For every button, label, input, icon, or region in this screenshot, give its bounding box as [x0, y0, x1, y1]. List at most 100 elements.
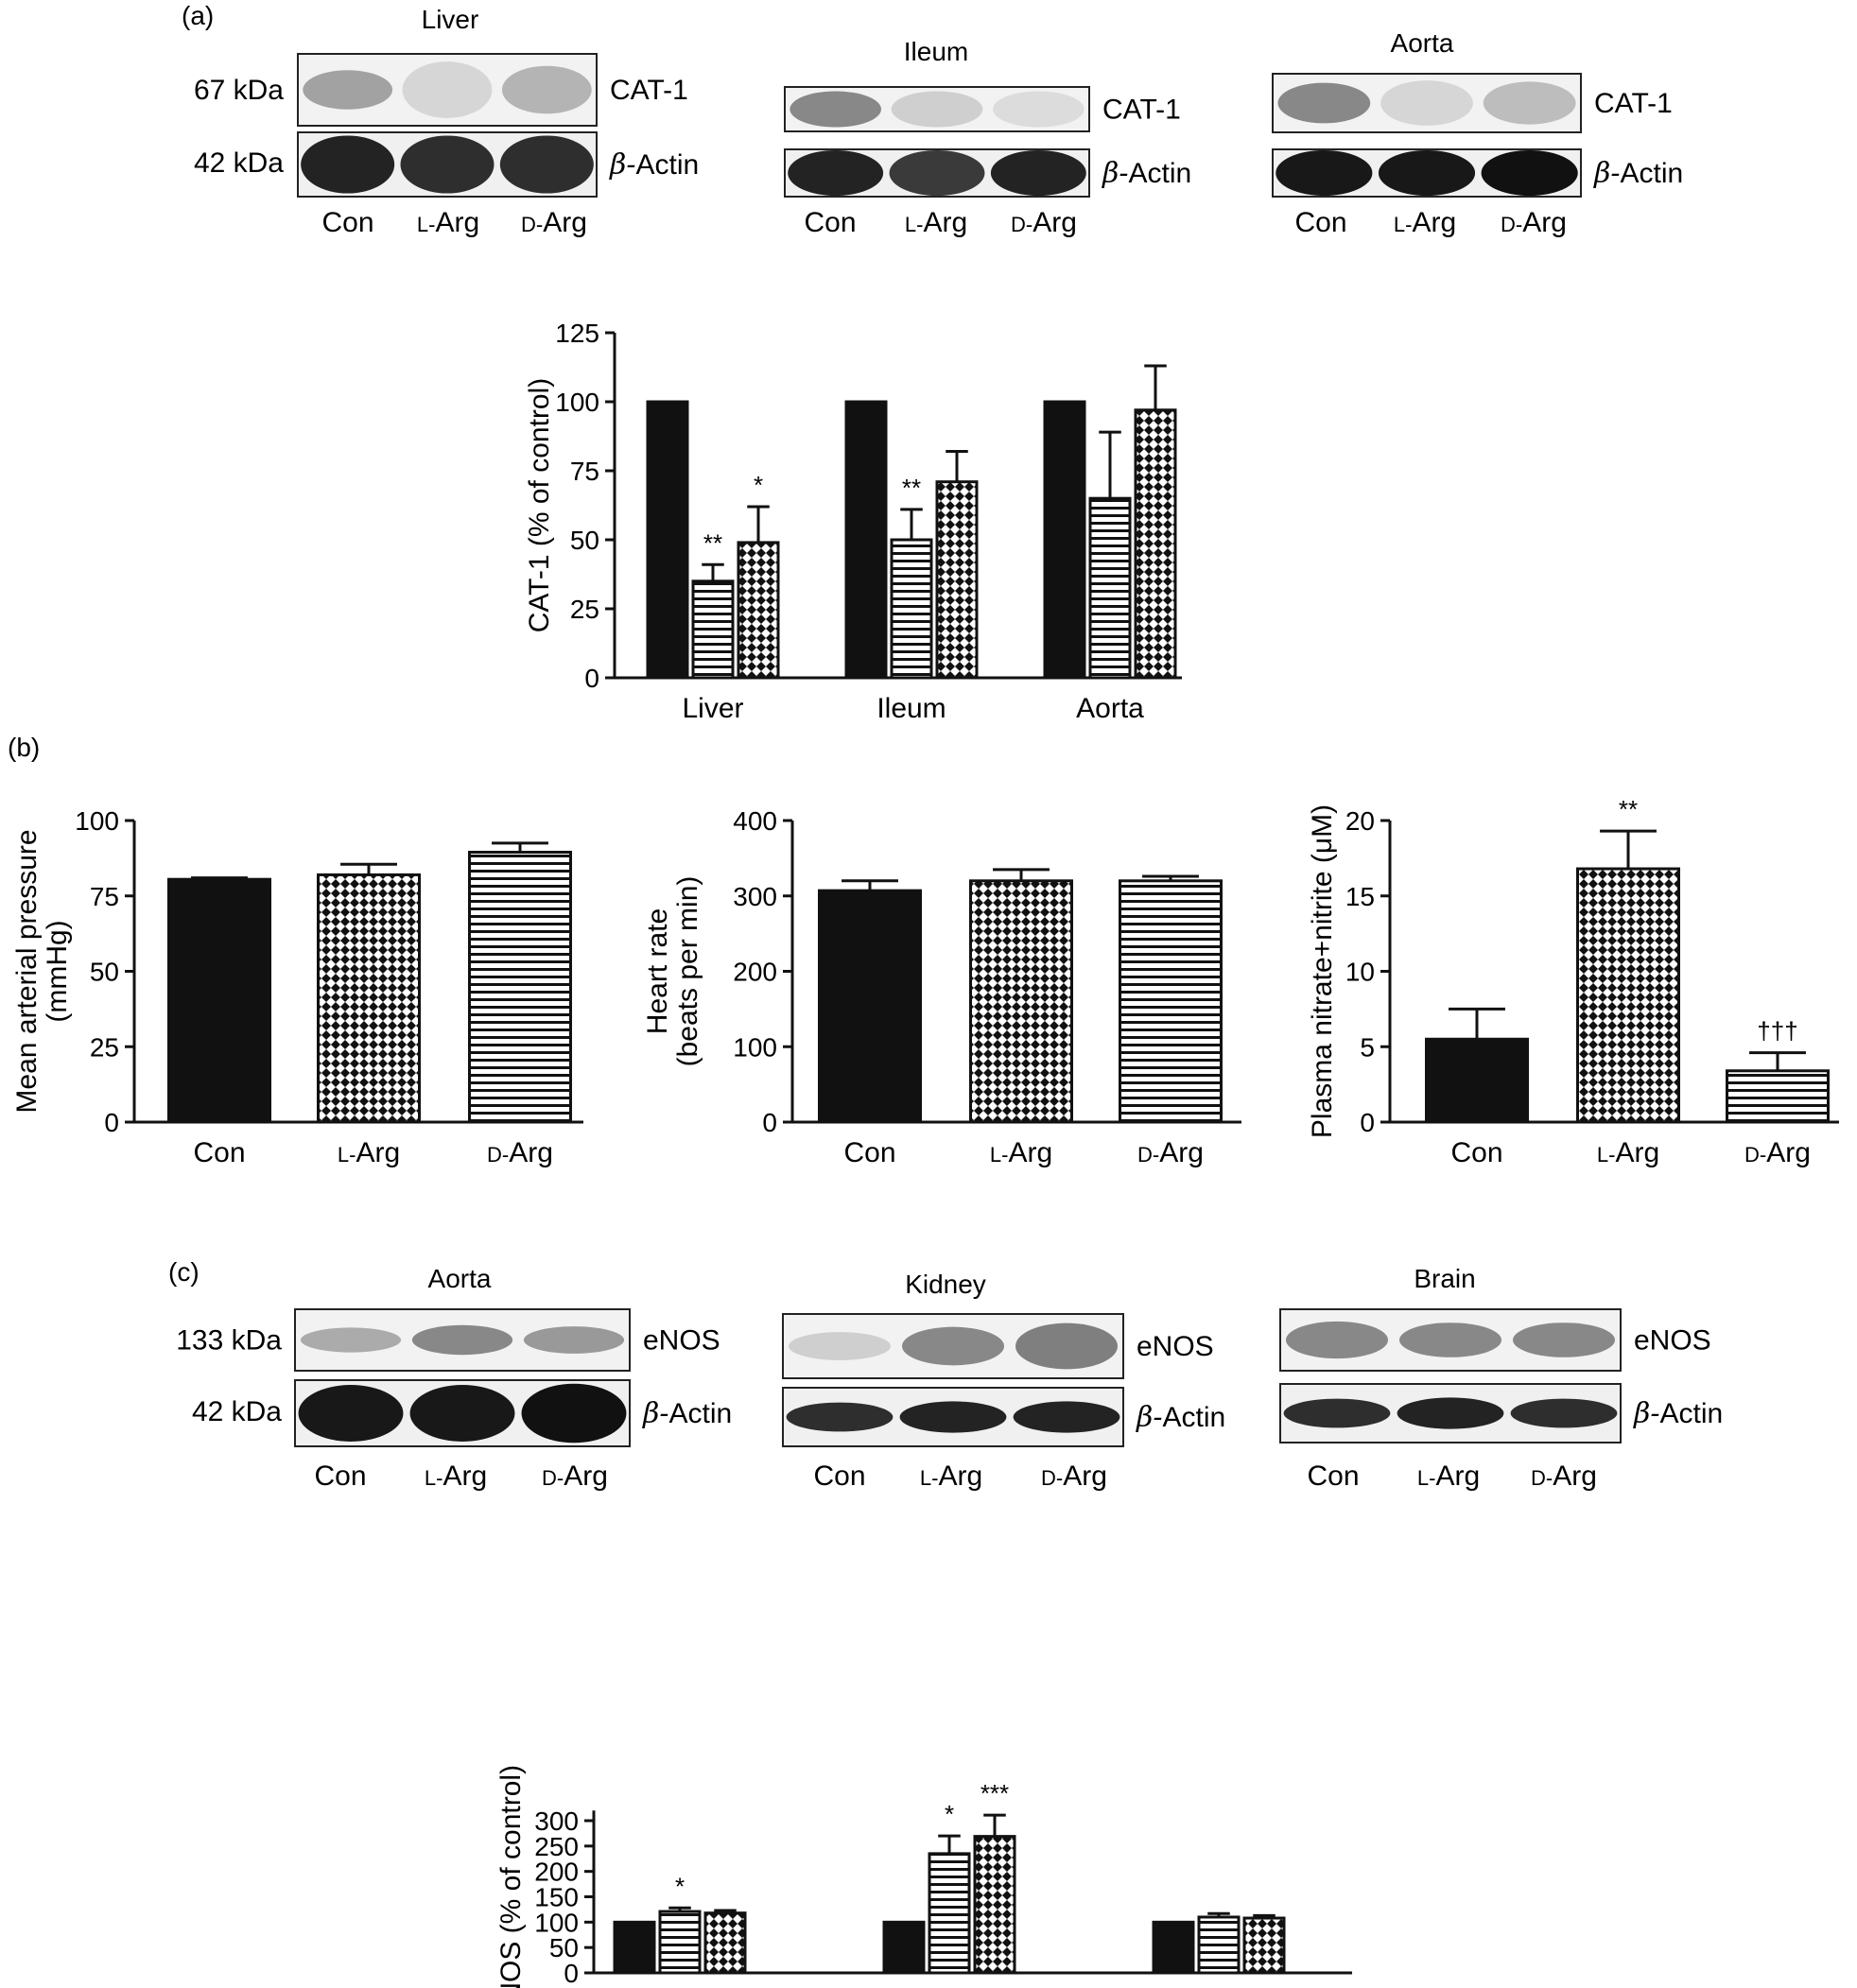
- beta-symbol: β-: [642, 1397, 668, 1430]
- protein-band: [303, 70, 393, 110]
- bar: [1152, 1920, 1195, 1975]
- x-category-label: Con: [193, 1137, 245, 1168]
- protein-band: [501, 65, 592, 114]
- lane-label: L-Arg: [905, 207, 967, 238]
- lane-label: L-Arg: [920, 1461, 982, 1492]
- protein-band: [1286, 1321, 1388, 1359]
- bar: [468, 850, 572, 1124]
- x-category-label: Aorta: [1076, 693, 1144, 724]
- lane-prefix: D-: [1011, 213, 1033, 236]
- actin-label: β-Actin: [1102, 157, 1191, 190]
- actin-band: [788, 149, 884, 197]
- actin-label: β-Actin: [642, 1397, 732, 1430]
- bar: [691, 579, 735, 680]
- lane-label: D-Arg: [521, 207, 587, 238]
- lane-name: Arg: [1063, 1461, 1107, 1492]
- lane-prefix: D-: [521, 213, 543, 236]
- significance-mark: **: [902, 474, 921, 502]
- marker-label: 67 kDa: [194, 75, 284, 106]
- lane-label: Con: [1307, 1461, 1359, 1492]
- lane-name: Arg: [543, 207, 587, 238]
- category-name: Arg: [1766, 1137, 1811, 1168]
- category-name: Arg: [1008, 1137, 1052, 1168]
- x-category-label: L-Arg: [338, 1137, 400, 1168]
- beta-symbol: β-: [1136, 1401, 1162, 1434]
- y-axis-label: Mean arterial pressure: [11, 829, 43, 1113]
- actin-marker-label: 42 kDa: [192, 1396, 282, 1427]
- actin-label: β-Actin: [609, 148, 699, 182]
- x-category-label: D-Arg: [1137, 1137, 1204, 1168]
- actin-band: [1397, 1397, 1504, 1429]
- x-category-label: Liver: [682, 693, 743, 724]
- y-tick-label: 400: [733, 806, 777, 836]
- bar: [1088, 496, 1132, 680]
- panel-label-b: (b): [8, 733, 40, 762]
- actin-band: [521, 1383, 627, 1443]
- bar: [935, 480, 979, 680]
- protein-strip: [297, 53, 598, 127]
- bar: [317, 873, 421, 1124]
- y-tick-label: 125: [555, 319, 599, 348]
- y-tick-label: 25: [570, 595, 599, 624]
- lane-name: Arg: [1435, 1461, 1480, 1492]
- lane-name: Arg: [938, 1461, 982, 1492]
- y-tick-label: 100: [555, 388, 599, 417]
- protein-band: [1513, 1322, 1615, 1357]
- lane-name: Con: [804, 207, 856, 238]
- x-category-label: L-Arg: [1597, 1137, 1659, 1168]
- category-name: Arg: [1159, 1137, 1204, 1168]
- lane-prefix: D-: [1041, 1466, 1063, 1490]
- y-tick-label: 200: [534, 1858, 579, 1887]
- actin-band: [899, 1401, 1007, 1433]
- y-tick-label: 50: [570, 526, 599, 555]
- blot-tissue-title: Liver: [422, 5, 479, 34]
- beta-symbol: β-: [1633, 1397, 1659, 1430]
- protein-band: [1015, 1322, 1118, 1370]
- beta-symbol: β-: [609, 148, 635, 182]
- actin-band: [990, 149, 1086, 197]
- bar: [613, 1920, 656, 1975]
- actin-text: Actin: [1620, 158, 1683, 189]
- lane-label: D-Arg: [1011, 207, 1077, 238]
- blot-tissue-title: Ileum: [904, 37, 968, 66]
- actin-text: Actin: [1659, 1398, 1723, 1429]
- lane-name: Arg: [923, 207, 967, 238]
- y-tick-label: 200: [733, 958, 777, 987]
- x-category-label: L-Arg: [990, 1137, 1052, 1168]
- bar: [1425, 1037, 1529, 1124]
- actin-text: Actin: [635, 149, 699, 181]
- actin-text: Actin: [1162, 1402, 1225, 1433]
- blot-tissue-title: Aorta: [1391, 28, 1454, 58]
- y-tick-label: 10: [1345, 958, 1375, 987]
- category-prefix: L-: [1597, 1143, 1616, 1167]
- actin-band: [1481, 149, 1578, 197]
- protein-label: eNOS: [1634, 1325, 1711, 1357]
- actin-label: β-Actin: [1136, 1401, 1225, 1434]
- protein-band: [790, 91, 881, 128]
- bar: [969, 879, 1073, 1124]
- actin-band: [499, 135, 594, 194]
- lane-prefix: L-: [1394, 213, 1413, 236]
- category-prefix: L-: [990, 1143, 1009, 1167]
- category-name: Arg: [356, 1137, 400, 1168]
- lane-name: Con: [1294, 207, 1346, 238]
- bar: [973, 1835, 1016, 1975]
- category-prefix: D-: [487, 1143, 509, 1167]
- protein-band: [523, 1326, 625, 1354]
- lane-prefix: L-: [920, 1466, 939, 1490]
- panel-label-c: (c): [168, 1257, 200, 1287]
- protein-label: eNOS: [643, 1325, 720, 1357]
- lane-name: Con: [321, 207, 373, 238]
- actin-text: Actin: [1128, 158, 1191, 189]
- protein-band: [891, 91, 983, 128]
- lane-name: Arg: [435, 207, 479, 238]
- x-category-label: Ileum: [876, 693, 946, 724]
- category-prefix: D-: [1137, 1143, 1159, 1167]
- lane-name: Con: [813, 1461, 865, 1492]
